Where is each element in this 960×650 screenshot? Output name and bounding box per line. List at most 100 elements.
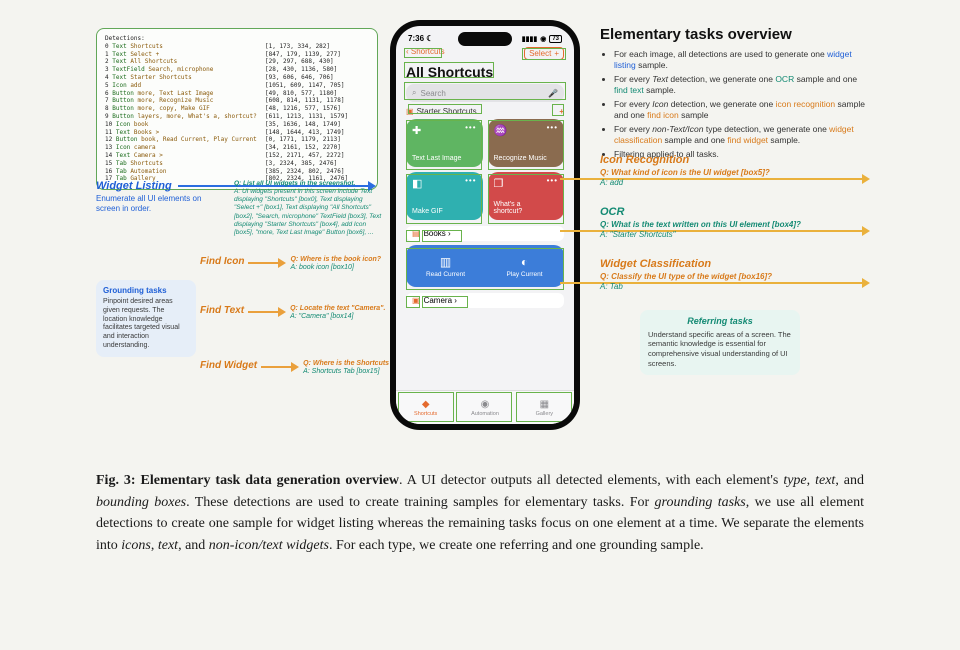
icon-recognition-q: Q: What kind of icon is the UI widget [b… [600,168,880,178]
arrow-icon [248,260,286,266]
more-icon[interactable]: ••• [465,123,476,132]
more-icon[interactable]: ••• [547,176,558,185]
wl-question: Q: List all UI widgets in the screenshot… [234,180,384,188]
detection-row: 5 Icon add[1051, 609, 1147, 705] [105,82,369,90]
camera-section-header[interactable]: ▣ Camera › [406,293,564,308]
detection-row: 3 TextField Search, microphone[28, 430, … [105,66,369,74]
overview-bullet: For every Text detection, we generate on… [614,74,870,97]
referring-title: Referring tasks [648,316,792,328]
detection-row: 15 Tab Shortcuts[3, 2324, 385, 2476] [105,160,369,168]
signal-icon: ▮▮▮▮ [522,35,537,43]
detection-row: 13 Icon camera[34, 2161, 152, 2270] [105,144,369,152]
ocr-block: OCR Q: What is the text written on this … [600,206,880,240]
books-label: Books › [424,229,451,238]
detection-row: 0 Text Shortcuts[1, 173, 334, 282] [105,43,369,51]
tile-grid: ••• ✚ Text Last Image ••• ♒ Recognize Mu… [406,119,564,220]
detection-row: 4 Text Starter Shortcuts[93, 606, 646, 7… [105,74,369,82]
nav-back[interactable]: ‹ Shortcuts [406,47,445,60]
referring-body: Understand specific areas of a screen. T… [648,330,792,369]
detection-row: 9 Button layers, more, What's a, shortcu… [105,113,369,121]
detection-row: 6 Button more, Text Last Image[49, 810, … [105,90,369,98]
detections-panel: Detections: 0 Text Shortcuts[1, 173, 334… [96,28,378,190]
book-icon: ▤ [412,229,420,238]
microphone-icon[interactable]: 🎤 [548,89,558,98]
ocr-q: Q: What is the text written on this UI e… [600,220,880,230]
automation-icon: ◉ [481,399,490,410]
figure-area: Detections: 0 Text Shortcuts[1, 173, 334… [0,0,960,460]
overview-bullet: For every Icon detection, we generate on… [614,99,870,122]
starter-section-header: ▣Starter Shortcuts + [406,107,564,116]
ocr-title: OCR [600,206,880,218]
shortcuts-icon: ◆ [422,399,430,410]
widget-listing-subtitle: Enumerate all UI elements on screen in o… [96,194,216,213]
find-icon-label: Find Icon [200,256,244,267]
tab-gallery[interactable]: ▦Gallery [515,391,574,424]
ocr-a: A: "Starter Shortcuts" [600,230,880,240]
play-current-label: Play Current [506,271,542,278]
grounding-body: Pinpoint desired areas given requests. T… [103,298,189,351]
widget-listing-block: Widget Listing Enumerate all UI elements… [96,180,376,213]
detections-heading: Detections: [105,35,369,43]
camera-label: Camera › [424,296,457,305]
detection-row: 7 Button more, Recognize Music[608, 814,… [105,97,369,105]
wc-a: A: Tab [600,282,880,292]
widget-classification-block: Widget Classification Q: Classify the UI… [600,258,880,292]
arrow-icon [261,364,299,370]
nav-row: ‹ Shortcuts Select + [396,45,574,64]
arrow-icon [248,309,286,315]
find-widget-label: Find Widget [200,360,257,371]
camera-icon: ▣ [412,296,420,305]
widget-classification-title: Widget Classification [600,258,880,270]
more-icon[interactable]: ••• [547,123,558,132]
search-icon: ⌕ [412,88,416,98]
gallery-icon: ▦ [540,399,549,410]
overview-bullet: For each image, all detections are used … [614,49,870,72]
moon-icon: ☾ [426,34,433,43]
tile-make-gif[interactable]: ••• ◧ Make GIF [406,172,483,220]
tab-automation[interactable]: ◉Automation [455,391,514,424]
tile-text-last-image[interactable]: ••• ✚ Text Last Image [406,119,483,167]
search-input[interactable]: ⌕ Search 🎤 [406,84,564,102]
tab-shortcuts[interactable]: ◆Shortcuts [396,391,455,424]
nav-select-button[interactable]: Select + [524,47,564,60]
detection-row: 14 Text Camera >[152, 2171, 457, 2272] [105,152,369,160]
icon-recognition-title: Icon Recognition [600,154,880,166]
find-icon-row: Find Icon Q: Where is the book icon? A: … [200,256,410,273]
tile-label: Text Last Image [412,155,477,162]
phone-screen: 7:36 ☾ ▮▮▮▮ ◉ 73 ‹ Shortcuts Select + Al… [396,26,574,424]
wl-answer: A: UI widgets present in this screen inc… [234,188,384,237]
battery-icon: 73 [549,35,562,43]
phone-frame: 7:36 ☾ ▮▮▮▮ ◉ 73 ‹ Shortcuts Select + Al… [390,20,580,430]
detection-row: 16 Tab Automation[385, 2324, 802, 2476] [105,168,369,176]
detection-row: 10 Icon book[35, 1636, 148, 1749] [105,121,369,129]
book-icon: ▥ [440,255,451,269]
widget-listing-title: Widget Listing [96,180,172,192]
icon-recognition-block: Icon Recognition Q: What kind of icon is… [600,154,880,188]
folder-icon: ▣ [406,107,414,116]
add-icon[interactable]: + [559,107,564,116]
wifi-icon: ◉ [540,35,546,43]
more-icon[interactable]: ••• [465,176,476,185]
books-section-header[interactable]: ▤ Books › [406,226,564,241]
tile-whats-a-shortcut[interactable]: ••• ❐ What's ashortcut? [488,172,565,220]
starter-label: Starter Shortcuts [417,107,477,116]
tile-label: Recognize Music [494,155,559,162]
books-tile[interactable]: ▥Read Current ◐Play Current [406,245,564,287]
referring-tasks-box: Referring tasks Understand specific area… [640,310,800,375]
overview-block: Elementary tasks overview For each image… [600,26,870,162]
search-placeholder: Search [420,89,445,98]
detection-row: 1 Text Select +[847, 179, 1139, 277] [105,51,369,59]
grounding-tasks-box: Grounding tasks Pinpoint desired areas g… [96,280,196,357]
status-time: 7:36 [408,34,424,43]
overview-list: For each image, all detections are used … [600,49,870,160]
tab-bar: ◆Shortcuts ◉Automation ▦Gallery [396,390,574,424]
notch [458,32,512,46]
tile-label: Make GIF [412,208,477,215]
overview-bullet: For every non-Text/Icon type detection, … [614,124,870,147]
detection-row: 11 Text Books >[148, 1644, 413, 1749] [105,129,369,137]
tile-recognize-music[interactable]: ••• ♒ Recognize Music [488,119,565,167]
icon-recognition-a: A: add [600,178,880,188]
detection-row: 8 Button more, copy, Make GIF[48, 1216, … [105,105,369,113]
find-text-label: Find Text [200,305,244,316]
wc-q: Q: Classify the UI type of the widget [b… [600,272,880,282]
